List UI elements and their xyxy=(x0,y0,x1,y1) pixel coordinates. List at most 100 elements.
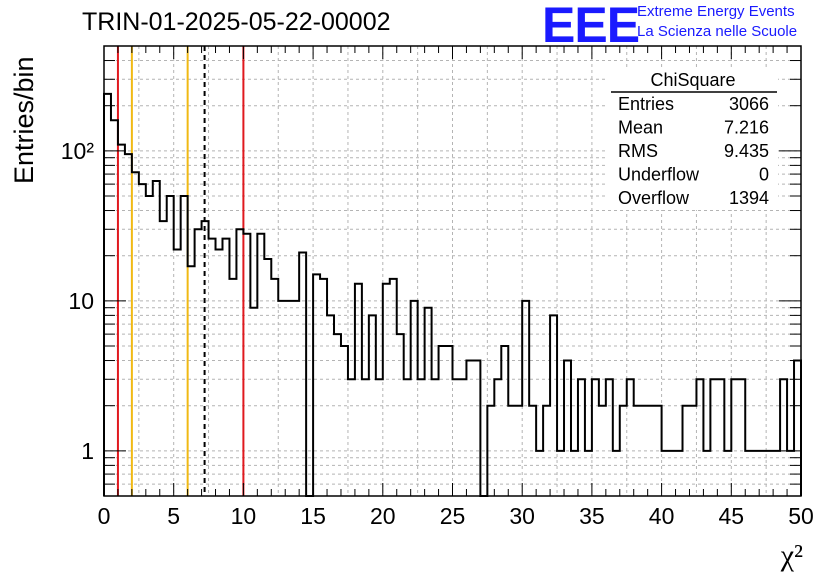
stats-value: 1394 xyxy=(729,188,769,208)
histogram-bin xyxy=(543,406,550,496)
histogram-bin xyxy=(146,196,153,496)
histogram-bin xyxy=(320,279,327,496)
histogram-bin xyxy=(564,361,571,496)
histogram-bin xyxy=(745,451,752,496)
histogram-bin xyxy=(669,451,676,496)
histogram-bin xyxy=(453,379,460,496)
x-tick-label: 25 xyxy=(440,503,466,529)
histogram-bin xyxy=(557,451,564,496)
histogram-bin xyxy=(515,406,522,496)
x-tick-label: 5 xyxy=(167,503,180,529)
histogram-bin xyxy=(522,301,529,496)
histogram-bin xyxy=(167,196,174,496)
histogram-bin xyxy=(229,279,236,496)
histogram-bin xyxy=(243,234,250,496)
histogram-bin xyxy=(348,379,355,496)
histogram-bin xyxy=(466,361,473,496)
histogram-bin xyxy=(118,145,125,496)
histogram-bin xyxy=(571,451,578,496)
histogram-bin xyxy=(132,172,139,496)
histogram-bin xyxy=(181,196,188,496)
eee-logo: EEE xyxy=(542,0,640,53)
histogram-bin xyxy=(390,279,397,496)
histogram-bin xyxy=(188,266,195,496)
histogram-bin xyxy=(473,361,480,496)
histogram-bin xyxy=(285,301,292,496)
stats-value: 3066 xyxy=(729,94,769,114)
histogram-bin xyxy=(710,379,717,496)
histogram-bin xyxy=(592,379,599,496)
histogram-bin xyxy=(195,229,202,496)
histogram-bin xyxy=(724,451,731,496)
histogram-bin xyxy=(174,249,181,496)
histogram-bin xyxy=(236,229,243,496)
histogram-bin xyxy=(202,221,209,496)
histogram-bin xyxy=(759,451,766,496)
stats-value: 7.216 xyxy=(724,118,769,138)
histogram-bin xyxy=(766,451,773,496)
histogram-bin xyxy=(376,379,383,496)
histogram-bin xyxy=(655,406,662,496)
histogram-bin xyxy=(404,379,411,496)
histogram-bin xyxy=(648,406,655,496)
histogram-bin xyxy=(641,406,648,496)
histogram-bin xyxy=(689,406,696,496)
stats-label: Entries xyxy=(618,94,674,114)
x-ticks xyxy=(103,46,802,496)
histogram-bin xyxy=(355,284,362,496)
stats-label: RMS xyxy=(618,141,658,161)
histogram-bin xyxy=(731,379,738,496)
histogram-bin xyxy=(153,181,160,496)
histogram-bin xyxy=(634,406,641,496)
histogram-bin xyxy=(341,346,348,496)
histogram-bin xyxy=(292,301,299,496)
stats-label: Mean xyxy=(618,118,663,138)
histogram-bin xyxy=(278,301,285,496)
stats-title: ChiSquare xyxy=(650,70,735,90)
x-tick-label: 10 xyxy=(231,503,257,529)
histogram-bin xyxy=(620,406,627,496)
x-tick-label: 45 xyxy=(719,503,745,529)
histogram-bin xyxy=(773,451,780,496)
stats-box: ChiSquare Entries 3066 Mean 7.216 RMS 9.435 Und… xyxy=(608,70,778,210)
histogram-bin xyxy=(662,451,669,496)
stats-background xyxy=(608,70,778,210)
histogram-bin xyxy=(738,379,745,496)
histogram-bin xyxy=(271,279,278,496)
histogram-bin xyxy=(299,253,306,496)
histogram-bin xyxy=(313,274,320,496)
histogram-bin xyxy=(683,406,690,496)
histogram-bin xyxy=(222,239,229,496)
histogram-bin xyxy=(257,234,264,496)
histogram-bin xyxy=(446,346,453,496)
y-tick-label: 1 xyxy=(81,438,94,464)
histogram-bin xyxy=(250,308,257,496)
histogram-bin xyxy=(627,379,634,496)
y-tick-label: 10² xyxy=(61,138,95,164)
histogram-bin xyxy=(383,284,390,496)
histogram-bin xyxy=(487,406,494,496)
x-axis-label: χ² xyxy=(780,539,803,572)
histogram-bin xyxy=(432,379,439,496)
histogram-bin xyxy=(209,239,216,496)
x-tick-label: 15 xyxy=(300,503,326,529)
stats-value: 0 xyxy=(759,165,769,185)
y-tick-label: 10 xyxy=(68,288,94,314)
histogram-bin xyxy=(501,346,508,496)
x-tick-label: 35 xyxy=(579,503,605,529)
histogram-bin xyxy=(508,406,515,496)
histogram-bin xyxy=(585,451,592,496)
x-tick-label: 40 xyxy=(649,503,675,529)
histogram-bin xyxy=(439,346,446,496)
histogram-bin xyxy=(536,451,543,496)
histogram-bin xyxy=(703,451,710,496)
histogram-bin xyxy=(717,379,724,496)
histogram-line xyxy=(103,92,802,497)
histogram-bin xyxy=(696,379,703,496)
histogram-bin xyxy=(578,379,585,496)
histogram-bin xyxy=(459,379,466,496)
logo-line-1: Extreme Energy Events xyxy=(637,3,795,20)
histogram-bin xyxy=(550,315,557,496)
histogram-bin xyxy=(369,315,376,496)
